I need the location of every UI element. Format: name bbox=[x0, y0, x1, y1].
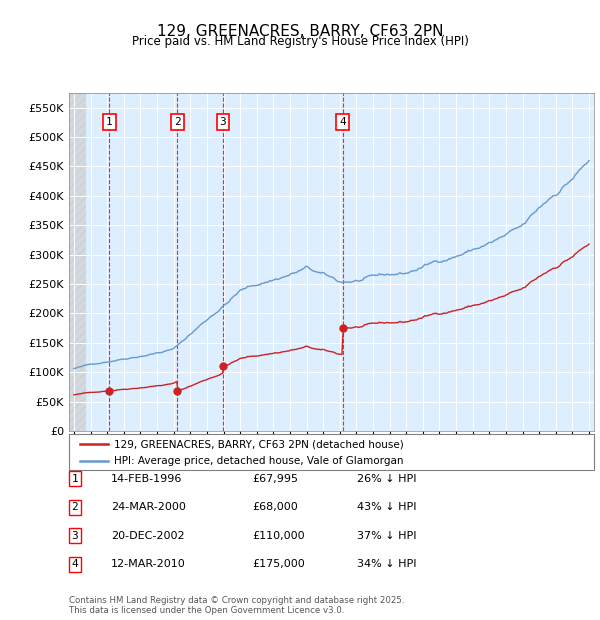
Text: 1: 1 bbox=[71, 474, 79, 484]
Text: 129, GREENACRES, BARRY, CF63 2PN: 129, GREENACRES, BARRY, CF63 2PN bbox=[157, 24, 443, 38]
Text: HPI: Average price, detached house, Vale of Glamorgan: HPI: Average price, detached house, Vale… bbox=[113, 456, 403, 466]
Bar bbox=[69, 93, 86, 431]
Text: Contains HM Land Registry data © Crown copyright and database right 2025.
This d: Contains HM Land Registry data © Crown c… bbox=[69, 596, 404, 615]
Text: 43% ↓ HPI: 43% ↓ HPI bbox=[357, 502, 416, 512]
Text: 3: 3 bbox=[71, 531, 79, 541]
Text: £175,000: £175,000 bbox=[252, 559, 305, 569]
Text: 3: 3 bbox=[220, 117, 226, 126]
Text: 2: 2 bbox=[174, 117, 181, 126]
Text: 34% ↓ HPI: 34% ↓ HPI bbox=[357, 559, 416, 569]
Text: 14-FEB-1996: 14-FEB-1996 bbox=[111, 474, 182, 484]
Text: £110,000: £110,000 bbox=[252, 531, 305, 541]
Text: 4: 4 bbox=[340, 117, 346, 126]
Text: 4: 4 bbox=[71, 559, 79, 569]
Text: 26% ↓ HPI: 26% ↓ HPI bbox=[357, 474, 416, 484]
Text: 20-DEC-2002: 20-DEC-2002 bbox=[111, 531, 185, 541]
Text: Price paid vs. HM Land Registry's House Price Index (HPI): Price paid vs. HM Land Registry's House … bbox=[131, 35, 469, 48]
Text: 2: 2 bbox=[71, 502, 79, 512]
Text: 1: 1 bbox=[106, 117, 113, 126]
Text: 129, GREENACRES, BARRY, CF63 2PN (detached house): 129, GREENACRES, BARRY, CF63 2PN (detach… bbox=[113, 439, 403, 449]
Text: 24-MAR-2000: 24-MAR-2000 bbox=[111, 502, 186, 512]
Text: £67,995: £67,995 bbox=[252, 474, 298, 484]
Text: £68,000: £68,000 bbox=[252, 502, 298, 512]
Text: 37% ↓ HPI: 37% ↓ HPI bbox=[357, 531, 416, 541]
Text: 12-MAR-2010: 12-MAR-2010 bbox=[111, 559, 186, 569]
